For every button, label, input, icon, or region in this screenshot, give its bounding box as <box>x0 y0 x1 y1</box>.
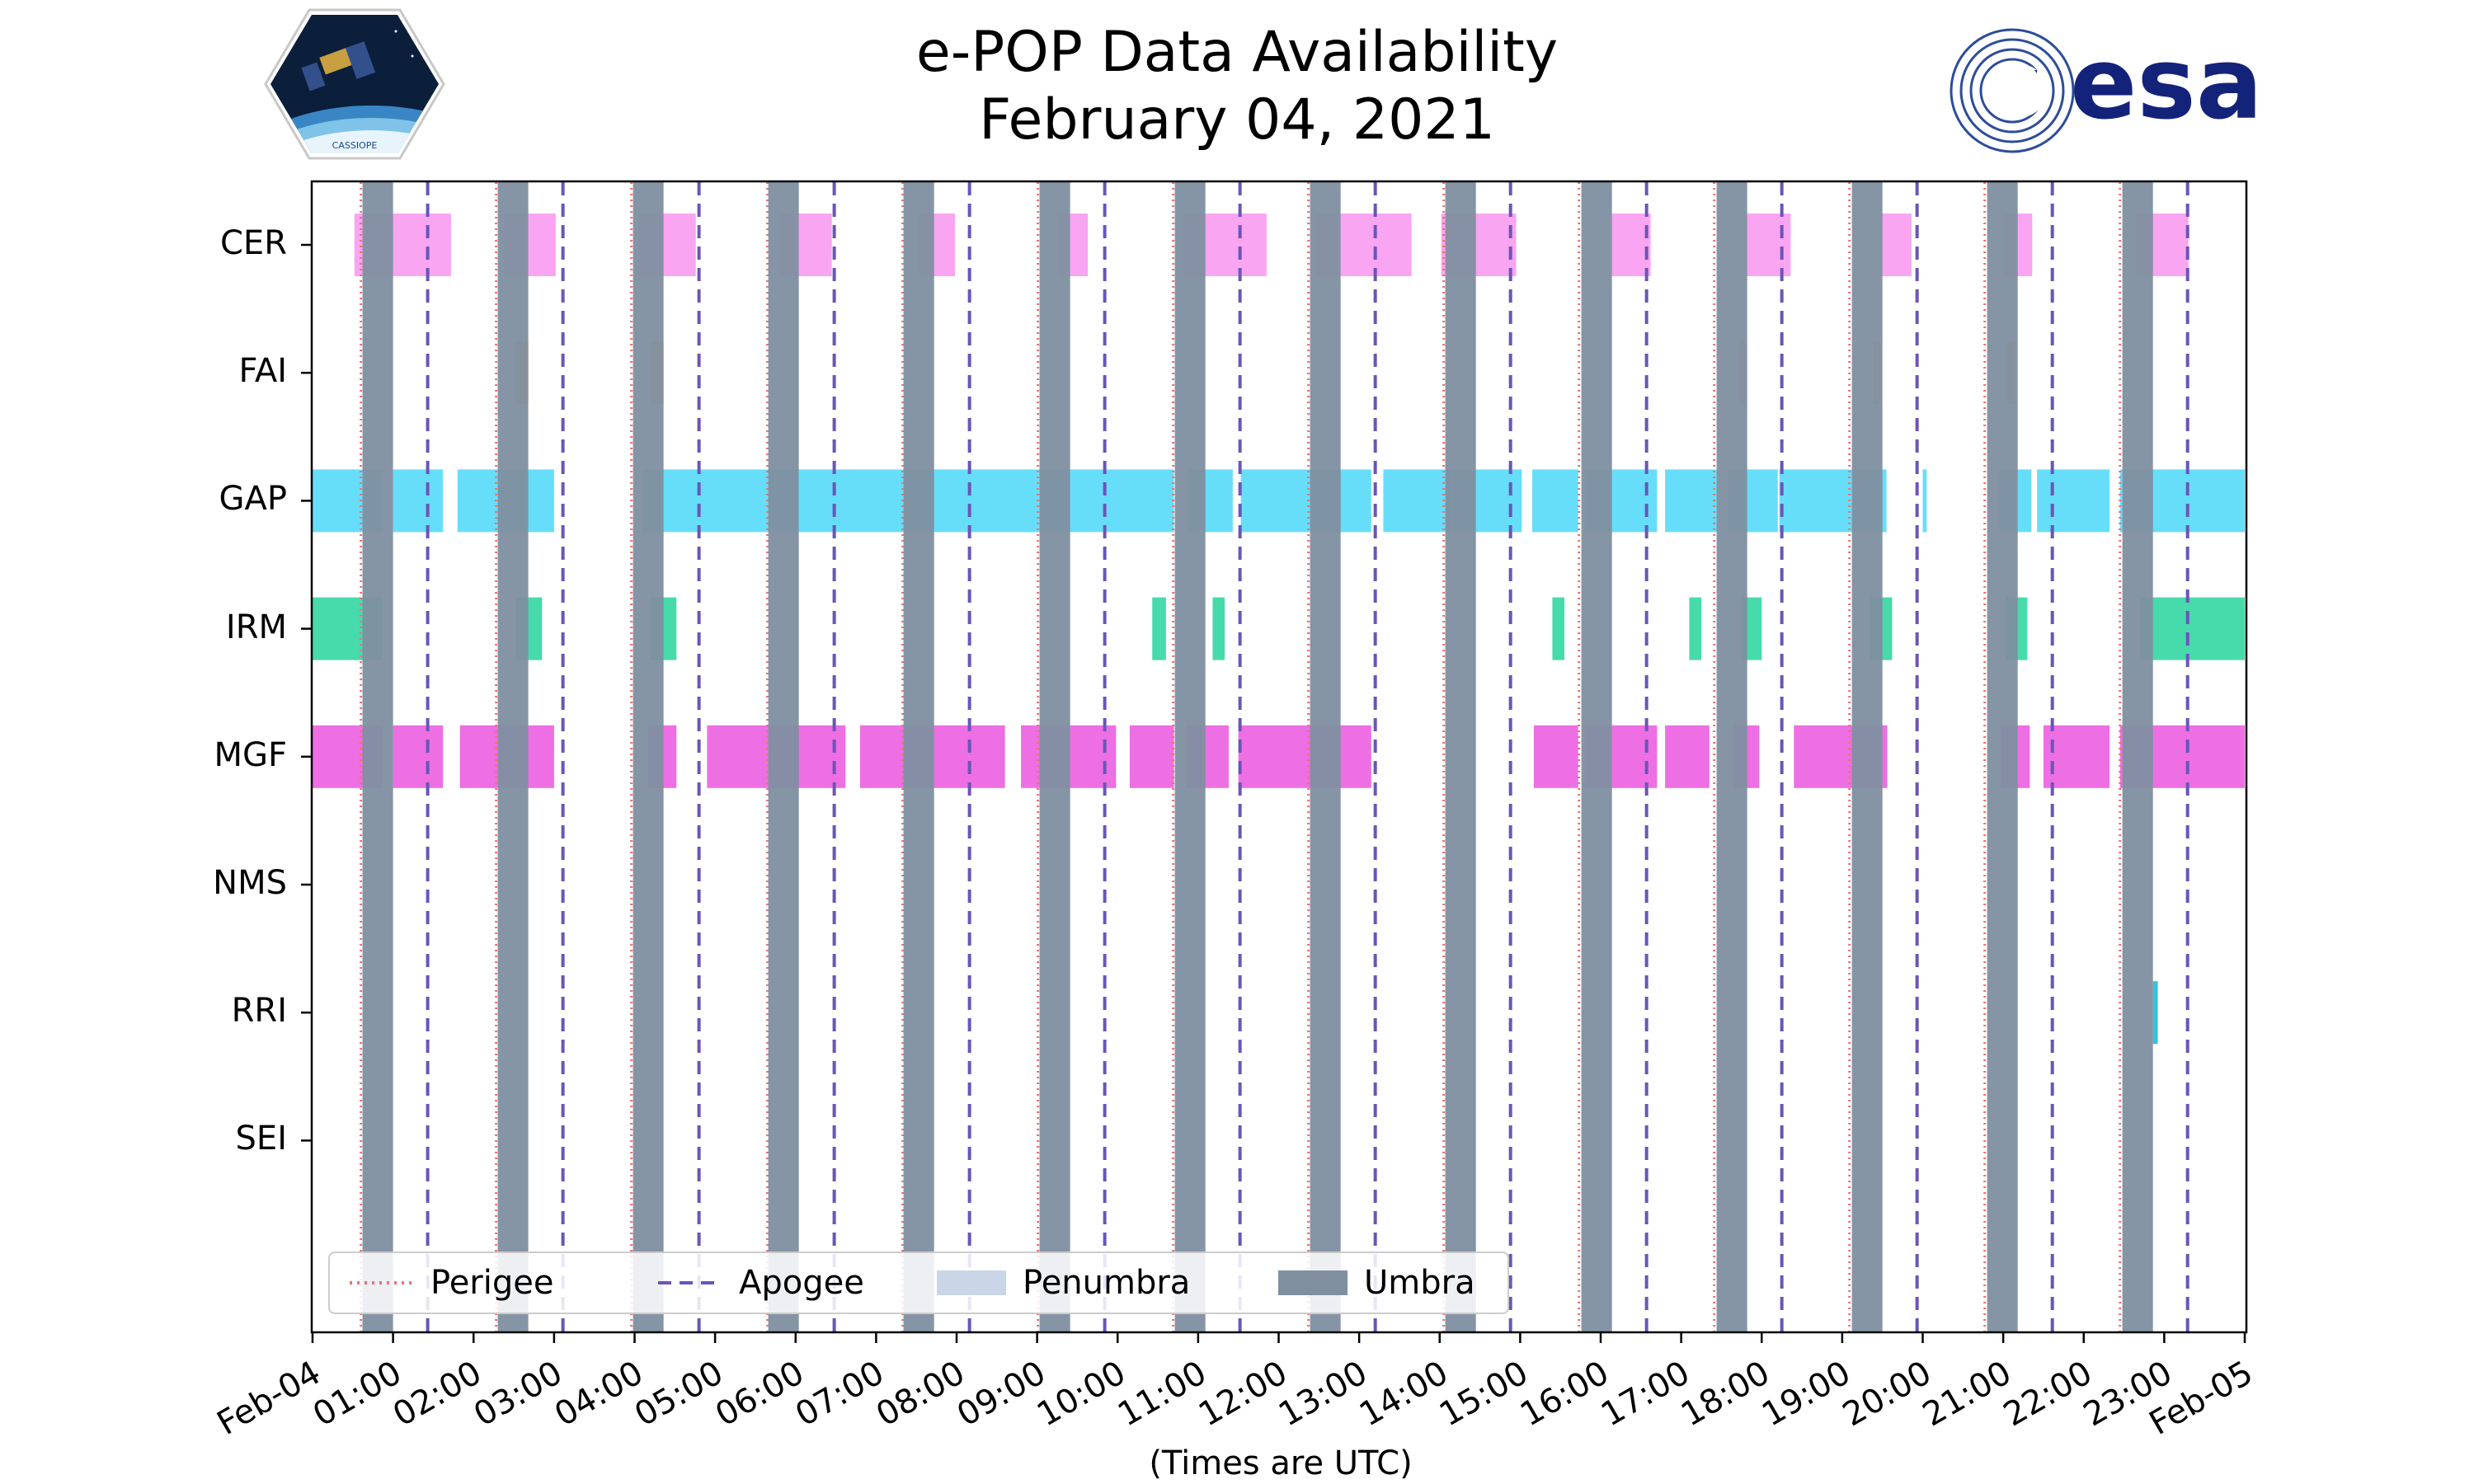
y-label-mgf: MGF <box>214 735 287 774</box>
bar-mgf <box>1665 725 1710 788</box>
umbra-band <box>768 182 799 1331</box>
y-label-rri: RRI <box>231 992 287 1031</box>
umbra-band <box>1581 182 1612 1331</box>
y-label-cer: CER <box>220 224 287 262</box>
legend-penumbra: Penumbra <box>937 1253 1190 1313</box>
cassiope-logo-icon: CASSIOPE <box>264 8 445 160</box>
bar-rri <box>2152 981 2158 1045</box>
umbra-band <box>1716 182 1747 1331</box>
legend-apogee-label: Apogee <box>739 1264 864 1302</box>
esa-logo-icon: esa <box>1950 27 2263 153</box>
bar-mgf <box>1238 725 1371 788</box>
umbra-band <box>1445 182 1476 1331</box>
bar-gap <box>1665 469 1718 533</box>
bar-irm <box>1689 597 1702 660</box>
bar-mgf <box>393 725 444 788</box>
bar-cer <box>1610 214 1651 276</box>
bar-gap <box>1922 469 1927 533</box>
bar-irm <box>2140 597 2245 660</box>
bar-irm <box>1212 597 1225 660</box>
umbra-band <box>1851 182 1883 1331</box>
umbra-band <box>633 182 664 1331</box>
umbra-band <box>1987 182 2018 1331</box>
chart-title-line-2: February 04, 2021 <box>979 87 1495 153</box>
umbra-band <box>497 182 529 1331</box>
legend-umbra-swatch-icon <box>1278 1270 1348 1295</box>
legend-penumbra-label: Penumbra <box>1023 1264 1191 1302</box>
legend-perigee-swatch-icon <box>350 1281 412 1284</box>
y-label-irm: IRM <box>225 608 287 646</box>
umbra-band <box>903 182 934 1331</box>
umbra-layer <box>362 182 2153 1331</box>
bar-gap <box>2037 469 2109 533</box>
esa-logo-text: esa <box>2070 27 2263 142</box>
umbra-band <box>1310 182 1341 1331</box>
y-label-nms: NMS <box>213 864 287 902</box>
legend-apogee: Apogee <box>656 1253 864 1313</box>
bar-cer <box>1745 214 1791 276</box>
bar-mgf <box>1129 725 1174 788</box>
bar-mgf <box>1533 725 1578 788</box>
bar-mgf <box>2043 725 2109 788</box>
ticks-layer <box>301 243 2246 1343</box>
bar-irm <box>1552 597 1565 660</box>
legend-apogee-swatch-icon <box>658 1281 721 1284</box>
chart-title-line-1: e-POP Data Availability <box>915 20 1559 85</box>
bar-gap <box>1383 469 1452 533</box>
y-label-gap: GAP <box>219 480 287 519</box>
legend-penumbra-swatch-icon <box>937 1270 1006 1295</box>
legend-umbra: Umbra <box>1278 1253 1475 1313</box>
bar-irm <box>1152 597 1166 660</box>
y-label-fai: FAI <box>238 352 288 391</box>
bar-cer <box>1879 214 1912 276</box>
orbit-lines-layer <box>360 182 2189 1331</box>
umbra-band <box>1174 182 1206 1331</box>
bar-gap <box>393 469 444 533</box>
umbra-band <box>362 182 393 1331</box>
umbra-band <box>1039 182 1070 1331</box>
series-layer <box>313 214 2245 1045</box>
legend-umbra-label: Umbra <box>1364 1264 1475 1302</box>
y-label-sei: SEI <box>235 1120 287 1158</box>
legend-perigee-label: Perigee <box>430 1264 554 1302</box>
bar-gap <box>1532 469 1578 533</box>
legend: Perigee Apogee Penumbra Umbra <box>328 1252 1509 1314</box>
umbra-band <box>2122 182 2153 1331</box>
bar-gap <box>1240 469 1371 533</box>
x-axis-label: (Times are UTC) <box>1149 1444 1413 1482</box>
legend-perigee: Perigee <box>348 1253 553 1313</box>
cassiope-logo-text: CASSIOPE <box>332 140 378 151</box>
